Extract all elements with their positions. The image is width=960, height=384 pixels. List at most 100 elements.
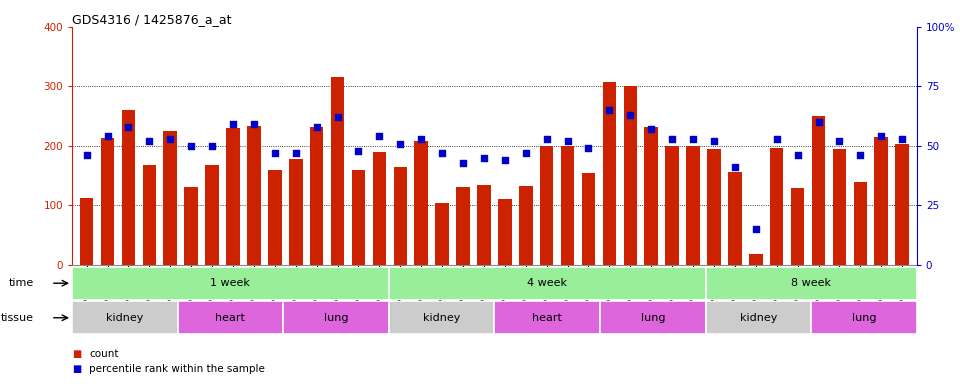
- Text: count: count: [89, 349, 119, 359]
- Point: [497, 157, 513, 163]
- Point: [769, 136, 784, 142]
- Bar: [706, 267, 917, 300]
- Bar: [561, 146, 574, 265]
- Text: heart: heart: [532, 313, 563, 323]
- Bar: [540, 146, 554, 265]
- Bar: [812, 116, 826, 265]
- Bar: [686, 146, 700, 265]
- Point: [581, 145, 596, 151]
- Point: [874, 133, 889, 139]
- Point: [895, 136, 910, 142]
- Bar: [875, 137, 888, 265]
- Bar: [205, 165, 219, 265]
- Point: [330, 114, 346, 121]
- Bar: [331, 78, 345, 265]
- Point: [455, 159, 470, 166]
- Point: [727, 164, 742, 170]
- Point: [183, 143, 199, 149]
- Point: [560, 138, 575, 144]
- Bar: [122, 110, 135, 265]
- Text: tissue: tissue: [1, 313, 34, 323]
- Point: [623, 112, 638, 118]
- Point: [100, 133, 115, 139]
- Bar: [853, 182, 867, 265]
- Bar: [477, 185, 491, 265]
- Point: [811, 119, 827, 125]
- Point: [288, 150, 303, 156]
- Point: [852, 152, 868, 159]
- Bar: [389, 301, 494, 334]
- Point: [602, 107, 617, 113]
- Text: 4 week: 4 week: [527, 278, 567, 288]
- Point: [685, 136, 701, 142]
- Point: [372, 133, 387, 139]
- Point: [350, 147, 366, 154]
- Text: lung: lung: [324, 313, 348, 323]
- Bar: [665, 146, 679, 265]
- Bar: [811, 301, 917, 334]
- Bar: [163, 131, 177, 265]
- Bar: [708, 149, 721, 265]
- Point: [79, 152, 94, 159]
- Bar: [283, 301, 389, 334]
- Bar: [80, 198, 93, 265]
- Bar: [770, 148, 783, 265]
- Text: percentile rank within the sample: percentile rank within the sample: [89, 364, 265, 374]
- Bar: [498, 200, 512, 265]
- Bar: [706, 301, 811, 334]
- Bar: [227, 128, 240, 265]
- Bar: [72, 301, 178, 334]
- Bar: [435, 203, 449, 265]
- Text: kidney: kidney: [107, 313, 143, 323]
- Point: [226, 121, 241, 127]
- Point: [247, 121, 262, 127]
- Bar: [72, 267, 389, 300]
- Text: GDS4316 / 1425876_a_at: GDS4316 / 1425876_a_at: [72, 13, 231, 26]
- Bar: [389, 267, 706, 300]
- Bar: [624, 86, 637, 265]
- Bar: [372, 152, 386, 265]
- Point: [707, 138, 722, 144]
- Bar: [415, 141, 428, 265]
- Point: [748, 226, 763, 232]
- Point: [414, 136, 429, 142]
- Point: [267, 150, 282, 156]
- Text: kidney: kidney: [740, 313, 777, 323]
- Text: lung: lung: [640, 313, 665, 323]
- Point: [142, 138, 157, 144]
- Point: [162, 136, 178, 142]
- Bar: [247, 126, 261, 265]
- Bar: [268, 170, 281, 265]
- Bar: [644, 127, 658, 265]
- Text: ■: ■: [72, 364, 82, 374]
- Bar: [184, 187, 198, 265]
- Point: [435, 150, 450, 156]
- Text: kidney: kidney: [423, 313, 460, 323]
- Point: [121, 124, 136, 130]
- Point: [539, 136, 554, 142]
- Bar: [494, 301, 600, 334]
- Bar: [749, 254, 762, 265]
- Bar: [600, 301, 706, 334]
- Point: [393, 141, 408, 147]
- Point: [831, 138, 847, 144]
- Bar: [456, 187, 469, 265]
- Bar: [519, 186, 533, 265]
- Bar: [394, 167, 407, 265]
- Bar: [896, 144, 909, 265]
- Bar: [832, 149, 846, 265]
- Bar: [582, 173, 595, 265]
- Bar: [351, 170, 365, 265]
- Point: [643, 126, 659, 132]
- Text: ■: ■: [72, 349, 82, 359]
- Text: lung: lung: [852, 313, 876, 323]
- Text: heart: heart: [215, 313, 246, 323]
- Point: [309, 124, 324, 130]
- Bar: [310, 127, 324, 265]
- Bar: [791, 188, 804, 265]
- Bar: [289, 159, 302, 265]
- Bar: [728, 172, 742, 265]
- Point: [664, 136, 680, 142]
- Bar: [143, 165, 156, 265]
- Bar: [603, 82, 616, 265]
